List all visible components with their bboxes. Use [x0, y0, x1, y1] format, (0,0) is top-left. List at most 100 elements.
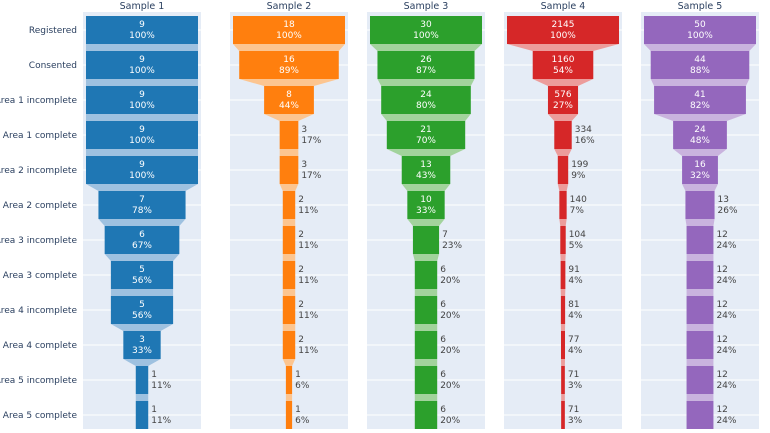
- funnel-bar: [104, 226, 180, 254]
- bar-percent-label: 24%: [716, 276, 736, 286]
- stage-label: Area 2 incomplete: [0, 166, 77, 176]
- funnel-bar: [282, 191, 296, 219]
- bar-value-label: 2: [298, 335, 304, 345]
- funnel-connector: [86, 114, 198, 121]
- funnel-bar: [239, 51, 339, 79]
- bar-value-label: 18: [283, 20, 295, 30]
- bar-value-label: 50: [694, 20, 706, 30]
- funnel-connector: [86, 79, 198, 86]
- bar-value-label: 26: [420, 55, 432, 65]
- funnel-connector: [414, 394, 438, 401]
- funnel-connector: [507, 44, 619, 51]
- bar-percent-label: 5%: [569, 241, 584, 251]
- bar-value-label: 9: [139, 55, 145, 65]
- bar-value-label: 81: [568, 300, 579, 310]
- bar-value-label: 91: [568, 265, 579, 275]
- stage-label: Area 3 complete: [3, 271, 78, 281]
- funnel-bar: [554, 121, 572, 149]
- funnel-bar: [686, 226, 714, 254]
- bar-percent-label: 9%: [571, 171, 586, 181]
- bar-value-label: 16: [283, 55, 295, 65]
- funnel-bar: [264, 86, 314, 114]
- funnel-bar: [98, 191, 186, 219]
- stage-label: Area 1 complete: [3, 131, 78, 141]
- funnel-connector: [282, 289, 296, 296]
- bar-percent-label: 20%: [440, 416, 460, 426]
- bar-percent-label: 26%: [718, 206, 738, 216]
- panel-title: Sample 1: [120, 1, 165, 12]
- panel-title: Sample 3: [404, 1, 449, 12]
- funnel-connector: [285, 394, 293, 401]
- bar-percent-label: 17%: [301, 171, 321, 181]
- bar-value-label: 6: [440, 370, 446, 380]
- funnel-connector: [110, 289, 174, 296]
- funnel-connector: [686, 394, 714, 401]
- bar-percent-label: 24%: [716, 416, 736, 426]
- funnel-bar: [285, 366, 293, 394]
- bar-value-label: 334: [575, 125, 592, 135]
- funnel-bar: [686, 366, 714, 394]
- funnel-connector: [547, 114, 579, 121]
- funnel-bar: [86, 86, 198, 114]
- bar-value-label: 8: [286, 90, 292, 100]
- funnel-connector: [279, 184, 299, 191]
- bar-percent-label: 20%: [440, 311, 460, 321]
- funnel-bar: [86, 51, 198, 79]
- bar-percent-label: 11%: [151, 416, 171, 426]
- funnel-bar: [547, 86, 579, 114]
- funnel-bar: [560, 296, 566, 324]
- stage-label: Area 4 incomplete: [0, 306, 77, 316]
- funnel-connector: [86, 44, 198, 51]
- funnel-bar: [279, 156, 299, 184]
- bar-percent-label: 16%: [575, 136, 595, 146]
- bar-percent-label: 20%: [440, 276, 460, 286]
- bar-value-label: 13: [420, 160, 431, 170]
- funnel-bar: [507, 16, 619, 44]
- bar-percent-label: 24%: [716, 311, 736, 321]
- bar-value-label: 71: [568, 405, 579, 415]
- bar-value-label: 12: [716, 300, 727, 310]
- bar-percent-label: 100%: [129, 136, 155, 146]
- bar-value-label: 199: [571, 160, 588, 170]
- funnel-bar: [685, 191, 715, 219]
- bar-value-label: 12: [716, 335, 727, 345]
- funnel-connector: [282, 219, 296, 226]
- bar-percent-label: 82%: [690, 101, 710, 111]
- funnel-bar: [650, 51, 750, 79]
- funnel-connector: [414, 359, 438, 366]
- funnel-bar: [370, 16, 482, 44]
- funnel-bar: [414, 366, 438, 394]
- bar-value-label: 5: [139, 300, 145, 310]
- bar-percent-label: 89%: [279, 66, 299, 76]
- funnel-connector: [279, 149, 299, 156]
- funnel-bar: [686, 261, 714, 289]
- funnel-bar: [86, 156, 198, 184]
- bar-value-label: 21: [420, 125, 431, 135]
- bar-percent-label: 11%: [298, 241, 318, 251]
- funnel-connector: [557, 184, 569, 191]
- bar-value-label: 6: [139, 230, 145, 240]
- funnel-bar: [686, 331, 714, 359]
- stage-label: Area 2 complete: [3, 201, 78, 211]
- bar-value-label: 9: [139, 20, 145, 30]
- panel-title: Sample 4: [541, 1, 586, 12]
- bar-percent-label: 80%: [416, 101, 436, 111]
- funnel-connector: [650, 79, 750, 86]
- funnel-bar: [561, 366, 565, 394]
- bar-percent-label: 100%: [129, 171, 155, 181]
- funnel-connector: [98, 219, 186, 226]
- bar-percent-label: 48%: [690, 136, 710, 146]
- bar-percent-label: 11%: [298, 311, 318, 321]
- stage-label: Consented: [29, 61, 77, 71]
- funnel-bar: [285, 401, 293, 429]
- bar-percent-label: 6%: [295, 416, 310, 426]
- bar-percent-label: 43%: [416, 171, 436, 181]
- funnel-bar: [233, 16, 345, 44]
- funnel-bar: [407, 191, 445, 219]
- bar-percent-label: 87%: [416, 66, 436, 76]
- bar-value-label: 12: [716, 230, 727, 240]
- funnel-connector: [414, 324, 438, 331]
- bar-percent-label: 100%: [129, 31, 155, 41]
